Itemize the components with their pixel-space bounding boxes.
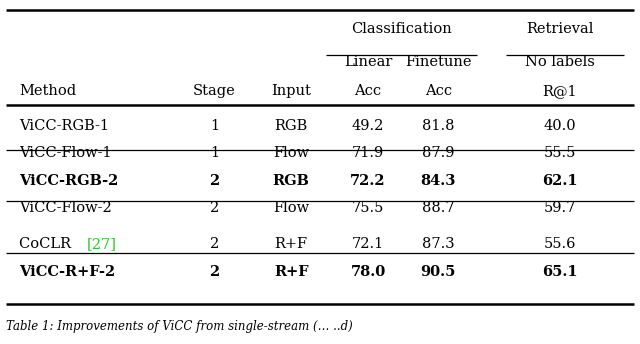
Text: 84.3: 84.3	[420, 174, 456, 187]
Text: 75.5: 75.5	[352, 201, 384, 215]
Text: No labels: No labels	[525, 55, 595, 69]
Text: Method: Method	[19, 84, 76, 98]
Text: Acc: Acc	[425, 84, 452, 98]
Text: Flow: Flow	[273, 146, 309, 160]
Text: R+F: R+F	[274, 265, 308, 279]
Text: ViCC-Flow-1: ViCC-Flow-1	[19, 146, 112, 160]
Text: RGB: RGB	[275, 119, 308, 132]
Text: 87.3: 87.3	[422, 237, 454, 251]
Text: 1: 1	[210, 119, 219, 132]
Text: Flow: Flow	[273, 201, 309, 215]
Text: 88.7: 88.7	[422, 201, 454, 215]
Text: ViCC-R+F-2: ViCC-R+F-2	[19, 265, 115, 279]
Text: 49.2: 49.2	[352, 119, 384, 132]
Text: Acc: Acc	[355, 84, 381, 98]
Text: R@1: R@1	[543, 84, 577, 98]
Text: 2: 2	[209, 174, 220, 187]
Text: 78.0: 78.0	[350, 265, 386, 279]
Text: Retrieval: Retrieval	[526, 22, 594, 36]
Text: 1: 1	[210, 146, 219, 160]
Text: R+F: R+F	[275, 237, 308, 251]
Text: 65.1: 65.1	[542, 265, 578, 279]
Text: [27]: [27]	[86, 237, 116, 251]
Text: ViCC-RGB-1: ViCC-RGB-1	[19, 119, 109, 132]
Text: ViCC-Flow-2: ViCC-Flow-2	[19, 201, 112, 215]
Text: RGB: RGB	[273, 174, 310, 187]
Text: Finetune: Finetune	[405, 55, 472, 69]
Text: 40.0: 40.0	[544, 119, 576, 132]
Text: CoCLR: CoCLR	[19, 237, 76, 251]
Text: Linear: Linear	[344, 55, 392, 69]
Text: 2: 2	[210, 201, 219, 215]
Text: Stage: Stage	[193, 84, 236, 98]
Text: 55.5: 55.5	[544, 146, 576, 160]
Text: Table 1: Improvements of ViCC from single-stream (… ..d): Table 1: Improvements of ViCC from singl…	[6, 320, 353, 333]
Text: 2: 2	[210, 237, 219, 251]
Text: ViCC-RGB-2: ViCC-RGB-2	[19, 174, 118, 187]
Text: 55.6: 55.6	[544, 237, 576, 251]
Text: 2: 2	[209, 265, 220, 279]
Text: Input: Input	[271, 84, 311, 98]
Text: 87.9: 87.9	[422, 146, 454, 160]
Text: Classification: Classification	[351, 22, 452, 36]
Text: 81.8: 81.8	[422, 119, 454, 132]
Text: 72.1: 72.1	[352, 237, 384, 251]
Text: 71.9: 71.9	[352, 146, 384, 160]
Text: 59.7: 59.7	[544, 201, 576, 215]
Text: 90.5: 90.5	[420, 265, 456, 279]
Text: 62.1: 62.1	[542, 174, 578, 187]
Text: 72.2: 72.2	[350, 174, 386, 187]
